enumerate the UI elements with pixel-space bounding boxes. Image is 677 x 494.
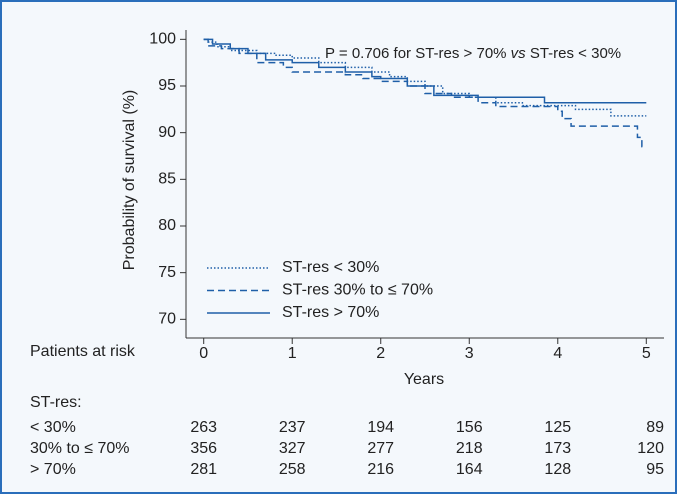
y-tick-label: 90 [158,124,176,141]
risk-count: 281 [190,461,217,478]
risk-row-label: 30% to ≤ 70% [30,440,130,457]
legend-label: ST-res 30% to ≤ 70% [282,282,433,299]
y-tick-label: 85 [158,171,176,188]
y-tick-label: 95 [158,77,176,94]
y-axis-label: Probability of survival (%) [121,90,138,271]
survival-curve [203,38,647,117]
annotation-text: P = 0.706 for ST-res > 70% [325,45,511,62]
x-tick-label: 3 [465,345,474,362]
y-tick-label: 80 [158,217,176,234]
y-tick-label: 100 [149,31,176,48]
risk-count: 95 [646,461,664,478]
x-tick-label: 1 [288,345,297,362]
y-tick-label: 75 [158,264,176,281]
annotation-text: ST-res < 30% [526,45,621,62]
risk-row-label: < 30% [30,419,76,436]
legend-label: ST-res > 70% [282,304,379,321]
annotation: P = 0.706 for ST-res > 70% vs ST-res < 3… [325,45,621,62]
risk-count: 89 [646,419,664,436]
risk-count: 356 [190,440,217,457]
x-tick-label: 2 [376,345,385,362]
x-axis-label: Years [404,371,444,388]
risk-count: 327 [279,440,306,457]
risk-count: 120 [637,440,664,457]
risk-count: 237 [279,419,306,436]
y-tick-label: 70 [158,311,176,328]
risk-count: 263 [190,419,217,436]
risk-count: 194 [367,419,394,436]
risk-count: 173 [544,440,571,457]
risk-count: 128 [544,461,571,478]
risk-count: 258 [279,461,306,478]
risk-count: 164 [456,461,483,478]
risk-group-label: ST-res: [30,394,82,411]
risk-count: 216 [367,461,394,478]
risk-title: Patients at risk [30,343,136,360]
risk-count: 218 [456,440,483,457]
risk-row-label: > 70% [30,461,76,478]
legend-label: ST-res < 30% [282,259,379,276]
x-tick-label: 0 [199,345,208,362]
risk-count: 156 [456,419,483,436]
survival-curve [203,38,647,104]
x-tick-label: 5 [642,345,651,362]
x-tick-label: 4 [553,345,562,362]
risk-count: 125 [544,419,571,436]
annotation-text: vs [511,45,527,62]
risk-count: 277 [367,440,394,457]
